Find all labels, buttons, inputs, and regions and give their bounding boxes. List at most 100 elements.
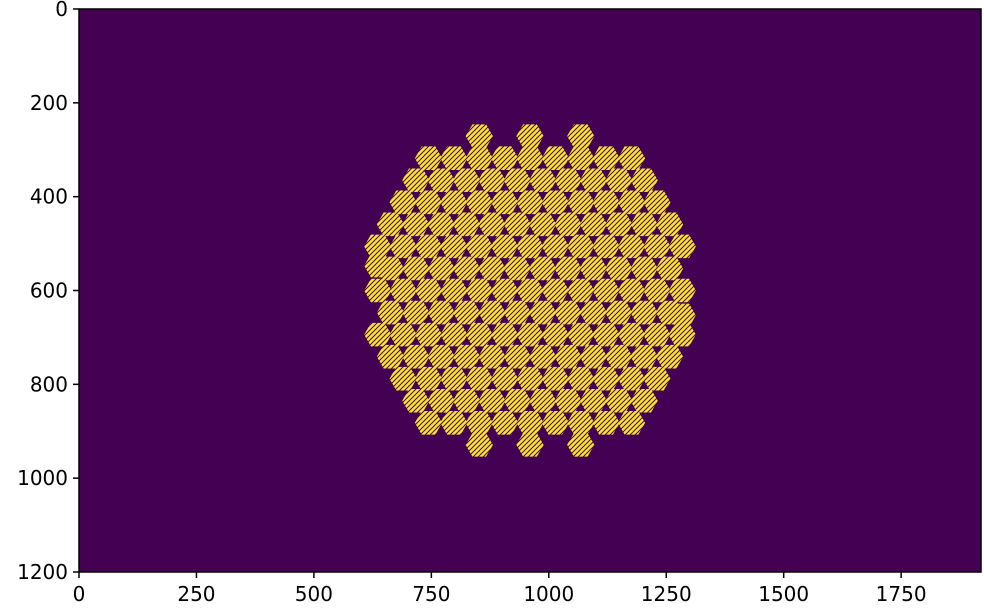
hex-cell [516, 366, 544, 391]
hex-cell [414, 278, 443, 303]
hex-cell [427, 168, 455, 193]
hex-cell [529, 168, 557, 193]
hex-cell [541, 366, 569, 391]
hex-cell [630, 256, 658, 281]
hex-cell [389, 322, 417, 347]
hex-cell [364, 253, 392, 278]
hex-cell [402, 300, 430, 325]
y-tick-label: 1000 [17, 466, 68, 490]
hex-cell [452, 344, 481, 369]
hex-cell [567, 234, 595, 259]
y-tick-label: 1200 [17, 560, 68, 584]
x-tick-label: 1250 [641, 582, 692, 606]
hex-cell [643, 278, 671, 303]
hex-cell [541, 190, 569, 215]
hex-cell [452, 300, 481, 325]
hex-cell [389, 190, 417, 215]
y-tick-label: 600 [30, 279, 68, 303]
hex-cell [414, 322, 443, 347]
hex-cell [630, 168, 658, 193]
hex-cell [541, 146, 569, 170]
hex-cell [617, 366, 646, 391]
hex-cell [592, 146, 620, 170]
hex-cell [440, 190, 468, 215]
hex-cell [364, 278, 392, 303]
hex-cell [643, 366, 671, 391]
hex-cell [579, 300, 608, 325]
hex-cell [478, 388, 506, 413]
hex-cell [617, 146, 646, 170]
hex-cell [529, 344, 557, 369]
hex-cell [452, 388, 481, 413]
hex-cell [541, 411, 569, 435]
hex-cell [402, 388, 430, 413]
hex-cell [592, 411, 620, 435]
hex-cell [529, 212, 557, 237]
hex-cell [617, 278, 646, 303]
x-tick-label: 1500 [758, 582, 809, 606]
hex-cell [541, 322, 569, 347]
hex-cell [605, 344, 633, 369]
hex-cell [567, 433, 595, 457]
hex-cell [554, 300, 582, 325]
hex-cell [579, 168, 608, 193]
hex-cell [554, 168, 582, 193]
hex-cell [529, 300, 557, 325]
hex-cell [376, 300, 405, 325]
hex-cell [605, 300, 633, 325]
x-tick-label: 1000 [523, 582, 574, 606]
hex-cell [655, 212, 684, 237]
hex-cell [567, 411, 595, 435]
hex-cell [655, 344, 684, 369]
hex-cell [668, 234, 696, 259]
hex-cell [491, 322, 519, 347]
hex-cell [503, 256, 531, 281]
hex-cell [579, 212, 608, 237]
hex-cell [452, 256, 481, 281]
hex-cell [465, 433, 493, 457]
hex-cell [427, 212, 455, 237]
y-axis: 0 200 400 600 800 1000 1200 [17, 0, 79, 584]
hex-cell [554, 344, 582, 369]
hex-cell [376, 344, 405, 369]
hex-cell [452, 168, 481, 193]
y-tick-label: 0 [55, 0, 68, 21]
hex-cell [503, 344, 531, 369]
hex-cell [541, 278, 569, 303]
hex-cell [516, 146, 544, 170]
hex-cell [643, 234, 671, 259]
hex-cell [617, 411, 646, 435]
y-tick-label: 200 [30, 91, 68, 115]
hex-cell [389, 366, 417, 391]
hex-cell [364, 322, 392, 347]
hex-cell [427, 344, 455, 369]
hex-cell [389, 234, 417, 259]
hex-cell [592, 278, 620, 303]
hex-cell [440, 278, 468, 303]
hex-cell [516, 278, 544, 303]
hex-cell [643, 322, 671, 347]
hex-cell [605, 212, 633, 237]
hex-cell [452, 212, 481, 237]
hex-cell [605, 168, 633, 193]
hex-cell [567, 124, 595, 148]
hex-cell [440, 322, 468, 347]
hex-cell [630, 344, 658, 369]
hex-cell [478, 168, 506, 193]
hex-cell [402, 344, 430, 369]
hex-cell [516, 190, 544, 215]
y-tick-label: 400 [30, 185, 68, 209]
hex-cell [516, 433, 544, 457]
hex-cell [605, 256, 633, 281]
hex-cell [414, 234, 443, 259]
x-tick-label: 750 [412, 582, 450, 606]
hex-cell [567, 146, 595, 170]
hex-cell [579, 256, 608, 281]
hex-cell [617, 190, 646, 215]
hex-cell [554, 212, 582, 237]
hex-cell [402, 256, 430, 281]
hex-cell [427, 256, 455, 281]
hex-cell [516, 234, 544, 259]
hex-cell [402, 168, 430, 193]
